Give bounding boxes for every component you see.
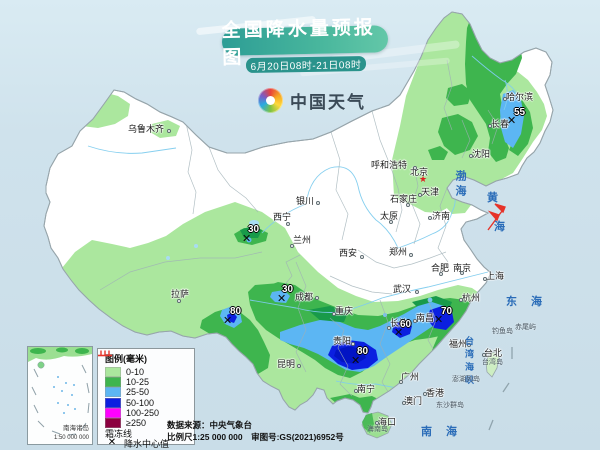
legend-box: 图例(毫米) 0-10 10-25 25-50 50-100 100-250 ≥250 霜… [97, 348, 195, 449]
city-dot [399, 380, 403, 384]
city-dot [389, 220, 393, 224]
wind-barb-icon [487, 203, 506, 231]
legend-title: 图例(毫米) [105, 354, 147, 364]
legend-item: 25-50 [105, 387, 194, 398]
legend-swatch [105, 377, 121, 388]
pinwheel-icon [258, 88, 283, 113]
brand-logo: 中国天气 [258, 88, 366, 113]
city-dot [332, 312, 336, 316]
city-dot [428, 216, 432, 220]
data-source-line: 数据来源：中央气象台 [167, 420, 253, 430]
city-dot [354, 389, 358, 393]
rain-layer-core [334, 346, 366, 364]
legend-item-label: 50-100 [126, 397, 155, 408]
city-dot [413, 166, 417, 170]
city-dot [316, 201, 320, 205]
city-dot [460, 271, 464, 275]
legend-item: 50-100 [105, 397, 194, 408]
legend-item: 0-10 [105, 367, 194, 378]
inset-caption: 南海诸岛 [63, 425, 89, 432]
city-dot [483, 277, 487, 281]
legend-swatch [105, 367, 121, 378]
legend-swatch [105, 387, 121, 398]
frost-line-icon [98, 350, 112, 357]
city-dot [413, 319, 417, 323]
legend-swatch [105, 397, 121, 408]
brand-name: 中国天气 [290, 93, 366, 112]
city-dot [482, 353, 486, 357]
legend-item: 100-250 [105, 407, 194, 418]
city-dot [177, 299, 181, 303]
city-dot [167, 129, 171, 133]
city-dot [360, 255, 364, 259]
legend-item-label: 100-250 [126, 407, 160, 418]
legend-item-label: 10-25 [126, 377, 150, 388]
city-dot [423, 392, 427, 396]
city-dot [406, 203, 410, 207]
legend-item-label: 25-50 [126, 387, 150, 398]
city-dot [290, 244, 294, 248]
inset-map [28, 347, 92, 436]
forecast-time-range: 6月20日08时-21日08时 [250, 60, 362, 73]
city-dot [315, 296, 319, 300]
legend-item: 10-25 [105, 377, 194, 388]
islands-shapes [361, 351, 500, 439]
legend-swatch [105, 418, 121, 429]
title-banner: 全国降水量预报图 [222, 17, 389, 68]
legend-swatch [105, 407, 121, 418]
sea-boundary-dashes [488, 347, 513, 431]
city-dot [415, 290, 419, 294]
national-border [43, 11, 554, 414]
city-dot [459, 298, 463, 302]
rain-layer-25-50 [220, 90, 524, 372]
scale-approval-line: 比例尺1:25 000 000 审图号:GS(2021)6952号 [167, 432, 344, 442]
city-dot [409, 253, 413, 257]
city-dot [439, 272, 443, 276]
legend-frost-row: 霜冻线 [98, 350, 194, 439]
city-dot [469, 154, 473, 158]
subtitle-bar: 6月20日08时-21日08时 [245, 55, 367, 74]
province-borders [99, 59, 499, 399]
precip-center-icon: ✕ [107, 437, 117, 449]
city-dot [503, 97, 507, 101]
legend-item: ≥250 [105, 418, 194, 429]
city-dot [418, 193, 422, 197]
south-china-sea-inset: 南海诸岛 1:50 000 000 [27, 346, 93, 445]
frost-line-label: 霜冻线 [105, 428, 133, 439]
city-dot [375, 421, 379, 425]
legend-item-label: ≥250 [126, 418, 146, 429]
legend-item-label: 0-10 [126, 367, 145, 378]
legend-center-row: ✕ 降水中心值 [105, 437, 194, 449]
city-dot [286, 222, 290, 226]
city-dot [467, 343, 471, 347]
city-dot [488, 124, 492, 128]
city-dot [297, 364, 301, 368]
city-dot [402, 401, 406, 405]
city-dot [351, 342, 355, 346]
city-dot [387, 326, 391, 330]
precip-center-label: 降水中心值 [124, 438, 170, 449]
inset-scale: 1:50 000 000 [53, 435, 89, 441]
